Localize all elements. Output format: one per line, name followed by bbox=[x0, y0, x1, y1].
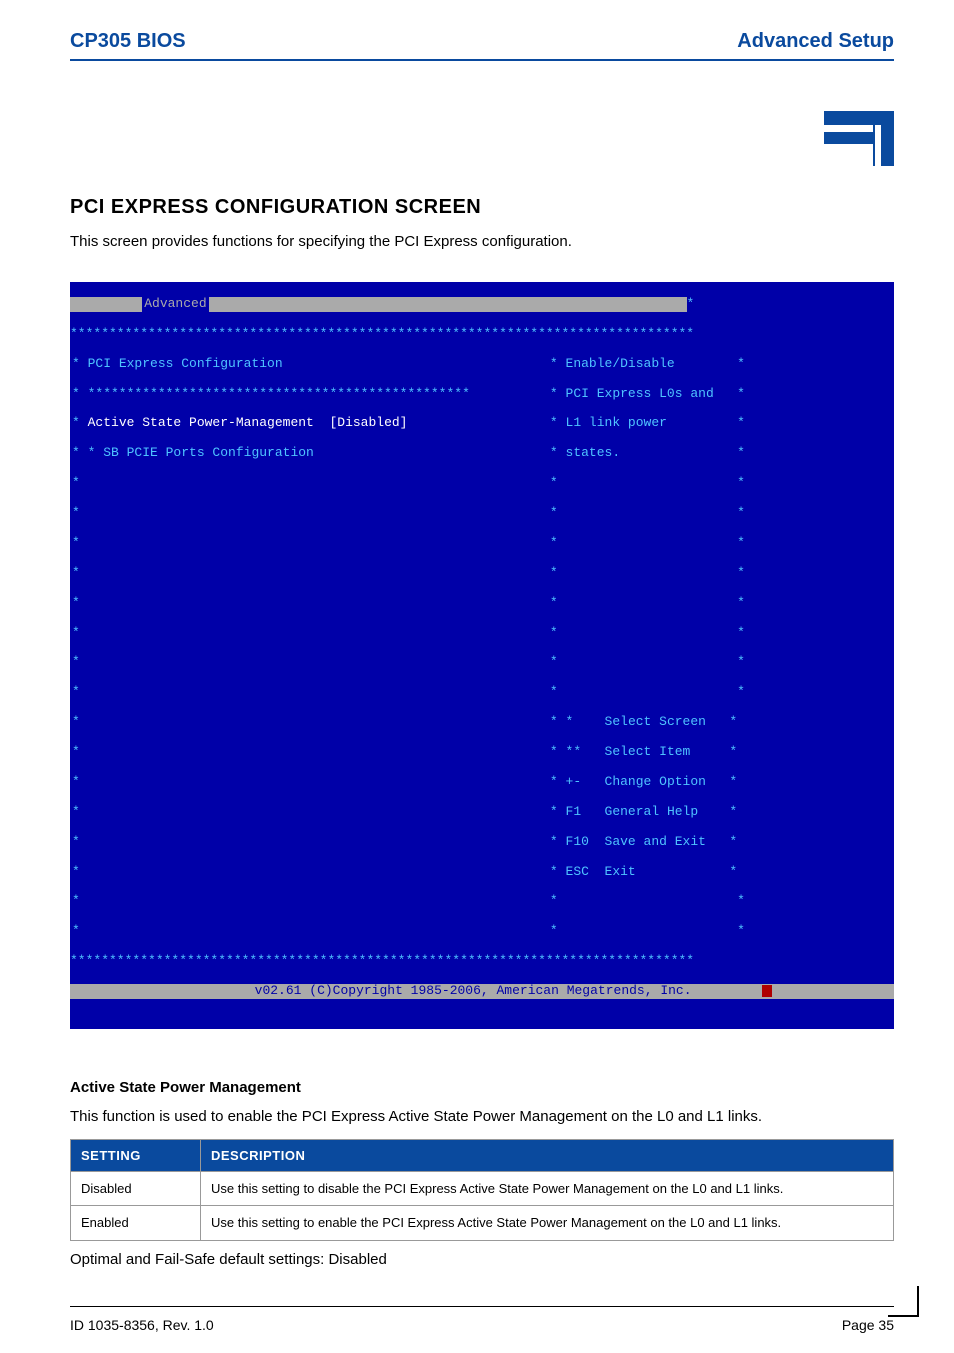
setting-cell: Disabled bbox=[71, 1171, 201, 1206]
key-exit-key: ESC bbox=[566, 864, 589, 879]
description-cell: Use this setting to enable the PCI Expre… bbox=[201, 1206, 894, 1241]
key-save-label: Save and Exit bbox=[605, 834, 706, 849]
bios-tab-advanced: Advanced bbox=[142, 297, 208, 312]
footer-corner-icon bbox=[888, 1286, 924, 1322]
key-exit-label: Exit bbox=[605, 864, 636, 879]
bios-screenshot: Advanced * *****************************… bbox=[70, 282, 894, 1029]
table-header-description: DESCRIPTION bbox=[201, 1139, 894, 1171]
description-cell: Use this setting to disable the PCI Expr… bbox=[201, 1171, 894, 1206]
page-footer: ID 1035-8356, Rev. 1.0 Page 35 bbox=[70, 1306, 894, 1333]
key-select-screen-key: * bbox=[566, 714, 574, 729]
key-select-item-key: ** bbox=[566, 744, 582, 759]
bios-help-l4: states. bbox=[566, 445, 621, 460]
bios-help-l3: L1 link power bbox=[566, 415, 667, 430]
table-row: Disabled Use this setting to disable the… bbox=[71, 1171, 894, 1206]
key-select-screen-label: Select Screen bbox=[605, 714, 706, 729]
bios-copyright-bar: v02.61 (C)Copyright 1985-2006, American … bbox=[70, 984, 894, 999]
page-header: CP305 BIOS Advanced Setup bbox=[70, 30, 894, 61]
key-select-item-label: Select Item bbox=[605, 744, 691, 759]
key-save-key: F10 bbox=[566, 834, 589, 849]
bios-section-title: PCI Express Configuration bbox=[88, 356, 283, 371]
defaults-note: Optimal and Fail-Safe default settings: … bbox=[70, 1251, 894, 1268]
header-section: Advanced Setup bbox=[737, 30, 894, 53]
settings-table: SETTING DESCRIPTION Disabled Use this se… bbox=[70, 1139, 894, 1241]
section-title: PCI EXPRESS CONFIGURATION SCREEN bbox=[70, 196, 894, 219]
brand-corner-icon bbox=[824, 111, 894, 166]
bios-item-sb-pcie: SB PCIE Ports Configuration bbox=[103, 445, 314, 460]
footer-doc-id: ID 1035-8356, Rev. 1.0 bbox=[70, 1317, 214, 1333]
subsection-title: Active State Power Management bbox=[70, 1079, 894, 1096]
footer-page-number: Page 35 bbox=[842, 1317, 894, 1333]
subsection-text: This function is used to enable the PCI … bbox=[70, 1106, 894, 1127]
key-change-option-key: +- bbox=[566, 774, 582, 789]
table-row: Enabled Use this setting to enable the P… bbox=[71, 1206, 894, 1241]
bios-help-l2: PCI Express L0s and bbox=[566, 386, 714, 401]
key-help-label: General Help bbox=[605, 804, 699, 819]
setting-cell: Enabled bbox=[71, 1206, 201, 1241]
header-product: CP305 BIOS bbox=[70, 30, 186, 53]
section-intro: This screen provides functions for speci… bbox=[70, 231, 894, 252]
bios-selected-item: Active State Power-Management [Disabled] bbox=[88, 415, 470, 430]
key-change-option-label: Change Option bbox=[605, 774, 706, 789]
table-header-setting: SETTING bbox=[71, 1139, 201, 1171]
bios-cursor-icon bbox=[762, 985, 772, 997]
key-help-key: F1 bbox=[566, 804, 582, 819]
bios-help-l1: Enable/Disable bbox=[566, 356, 675, 371]
